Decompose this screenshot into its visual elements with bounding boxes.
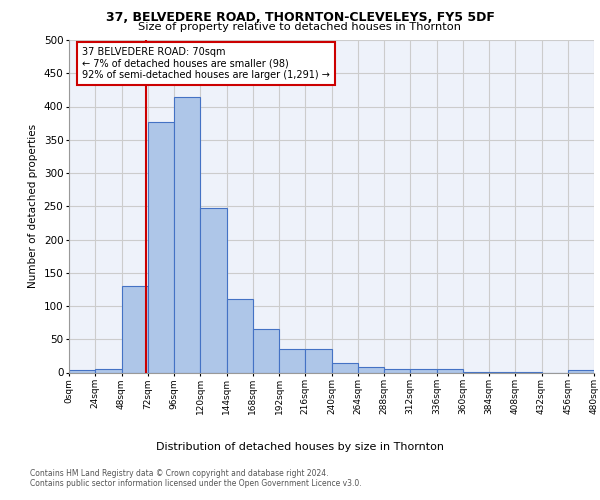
Y-axis label: Number of detached properties: Number of detached properties [28,124,38,288]
Bar [69,370,95,372]
Bar [174,96,200,372]
Bar [437,369,463,372]
Text: 37 BELVEDERE ROAD: 70sqm
← 7% of detached houses are smaller (98)
92% of semi-de: 37 BELVEDERE ROAD: 70sqm ← 7% of detache… [82,46,330,80]
Bar [384,368,410,372]
Bar [227,298,253,372]
Text: Distribution of detached houses by size in Thornton: Distribution of detached houses by size … [156,442,444,452]
Bar [95,368,121,372]
Text: Contains HM Land Registry data © Crown copyright and database right 2024.: Contains HM Land Registry data © Crown c… [30,469,329,478]
Bar [121,286,148,372]
Text: Size of property relative to detached houses in Thornton: Size of property relative to detached ho… [139,22,461,32]
Text: 37, BELVEDERE ROAD, THORNTON-CLEVELEYS, FY5 5DF: 37, BELVEDERE ROAD, THORNTON-CLEVELEYS, … [106,11,494,24]
Bar [253,330,279,372]
Bar [305,349,331,372]
Bar [358,366,384,372]
Text: Contains public sector information licensed under the Open Government Licence v3: Contains public sector information licen… [30,479,362,488]
Bar [148,122,174,372]
Bar [279,349,305,372]
Bar [200,208,227,372]
Bar [410,369,437,372]
Bar [568,370,594,372]
Bar [331,362,358,372]
